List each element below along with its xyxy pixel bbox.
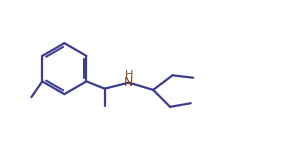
Text: N: N (124, 76, 133, 89)
Text: H: H (125, 70, 133, 80)
